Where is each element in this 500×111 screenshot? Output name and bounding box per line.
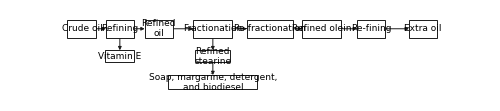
FancyBboxPatch shape bbox=[168, 75, 258, 89]
FancyBboxPatch shape bbox=[194, 20, 232, 38]
FancyBboxPatch shape bbox=[106, 50, 134, 62]
Text: Re-fractionation: Re-fractionation bbox=[234, 24, 306, 33]
Text: Fractionation: Fractionation bbox=[183, 24, 242, 33]
FancyBboxPatch shape bbox=[68, 20, 96, 38]
FancyBboxPatch shape bbox=[409, 20, 437, 38]
Text: Soap, margarine, detergent,
and biodiesel: Soap, margarine, detergent, and biodiese… bbox=[148, 73, 277, 92]
FancyBboxPatch shape bbox=[144, 20, 172, 38]
Text: Refining: Refining bbox=[101, 24, 138, 33]
Text: Crude oil: Crude oil bbox=[62, 24, 102, 33]
FancyBboxPatch shape bbox=[247, 20, 292, 38]
Text: Extra oil: Extra oil bbox=[404, 24, 442, 33]
FancyBboxPatch shape bbox=[106, 20, 134, 38]
Text: Re-fining: Re-fining bbox=[350, 24, 391, 33]
FancyBboxPatch shape bbox=[302, 20, 341, 38]
Text: Refined
stearine: Refined stearine bbox=[194, 47, 232, 66]
Text: Refined olein: Refined olein bbox=[292, 24, 351, 33]
Text: Refined
oil: Refined oil bbox=[142, 19, 176, 38]
FancyBboxPatch shape bbox=[357, 20, 385, 38]
Text: Vitamin E: Vitamin E bbox=[98, 52, 142, 61]
FancyBboxPatch shape bbox=[196, 50, 230, 62]
